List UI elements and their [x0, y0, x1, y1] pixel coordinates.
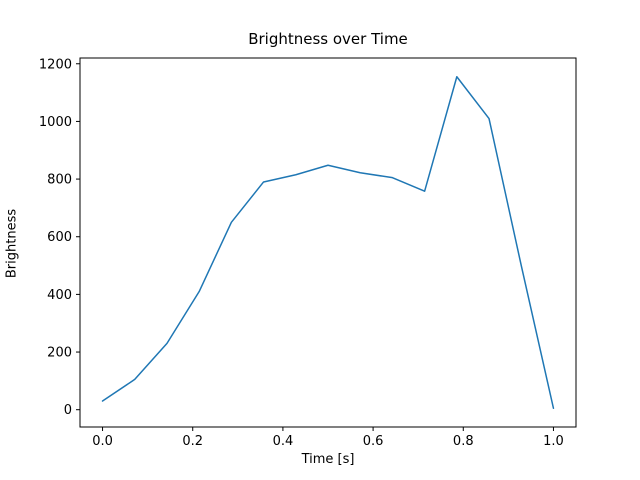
x-tick-label: 0.0 [92, 434, 113, 449]
y-tick-label: 200 [47, 346, 72, 361]
axes-spines [79, 57, 577, 428]
x-tick-label: 0.2 [182, 434, 203, 449]
x-tick-label: 1.0 [543, 434, 564, 449]
y-tick-label: 0 [64, 403, 72, 418]
y-tick-label: 600 [47, 230, 72, 245]
y-axis-label: Brightness [4, 208, 20, 279]
x-tick-label: 0.6 [363, 434, 384, 449]
y-tick-label: 400 [47, 288, 72, 303]
y-tick-label: 1200 [39, 57, 72, 72]
x-tick-label: 0.8 [453, 434, 474, 449]
data-line [101, 75, 555, 410]
chart-title: Brightness over Time [248, 30, 408, 48]
y-tick-label: 800 [47, 173, 72, 188]
x-axis-label: Time [s] [301, 452, 355, 467]
x-tick-label: 0.4 [273, 434, 294, 449]
y-tick-label: 1000 [39, 115, 72, 130]
